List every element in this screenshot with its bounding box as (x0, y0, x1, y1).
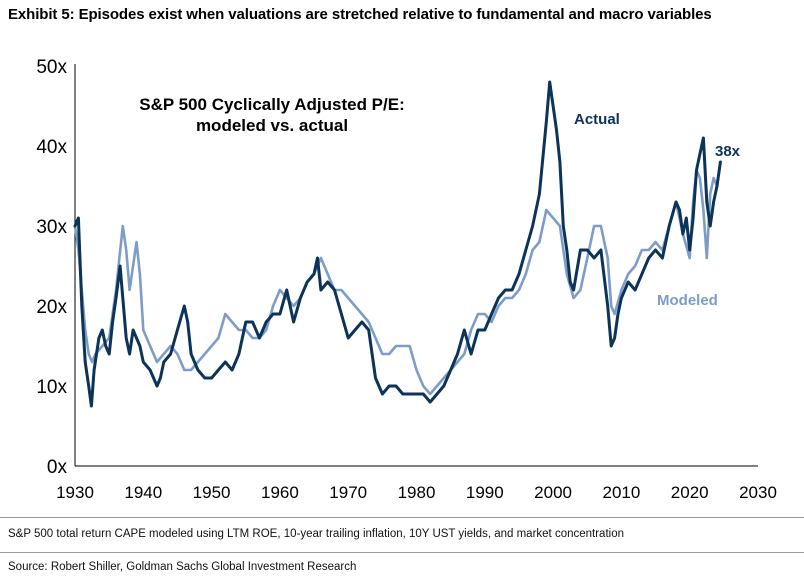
chart-labels: S&P 500 Cyclically Adjusted P/E: modeled… (139, 95, 740, 309)
x-tick-label: 2000 (534, 483, 572, 502)
actual-series-label: Actual (574, 111, 620, 128)
x-tick-label: 2030 (739, 483, 777, 502)
x-tick-label: 2010 (602, 483, 640, 502)
x-tick-label: 1950 (193, 483, 231, 502)
latest-value-label: 38x (715, 143, 741, 160)
y-tick-label: 30x (36, 217, 67, 238)
x-tick-label: 2020 (671, 483, 709, 502)
y-tick-label: 20x (36, 297, 67, 318)
modeled-series-label: Modeled (657, 292, 718, 309)
x-tick-label: 1980 (398, 483, 436, 502)
axes (74, 64, 758, 467)
exhibit-title: Exhibit 5: Episodes exist when valuation… (8, 6, 712, 23)
chart-title-line-2: modeled vs. actual (196, 116, 348, 135)
y-tick-label: 10x (36, 377, 67, 398)
footnote-text: S&P 500 total return CAPE modeled using … (8, 528, 624, 540)
x-tick-label: 1970 (329, 483, 367, 502)
y-tick-label: 50x (36, 57, 67, 78)
series (73, 80, 722, 408)
x-tick-label: 1990 (466, 483, 504, 502)
x-tick-label: 1930 (56, 483, 94, 502)
source-text: Source: Robert Shiller, Goldman Sachs Gl… (8, 561, 357, 573)
y-tick-label: 0x (47, 457, 68, 478)
x-tick-label: 1960 (261, 483, 299, 502)
tick-labels: 1930 1940 1950 1960 1970 1980 1990 2000 2010 2020… (36, 57, 777, 502)
footnote-divider (0, 517, 804, 518)
chart-title-line-1: S&P 500 Cyclically Adjusted P/E: (139, 95, 405, 114)
series-line-actual (73, 80, 722, 408)
y-tick-label: 40x (36, 137, 67, 158)
source-divider (0, 552, 804, 553)
series-line-modeled (73, 168, 719, 396)
x-tick-label: 1940 (124, 483, 162, 502)
